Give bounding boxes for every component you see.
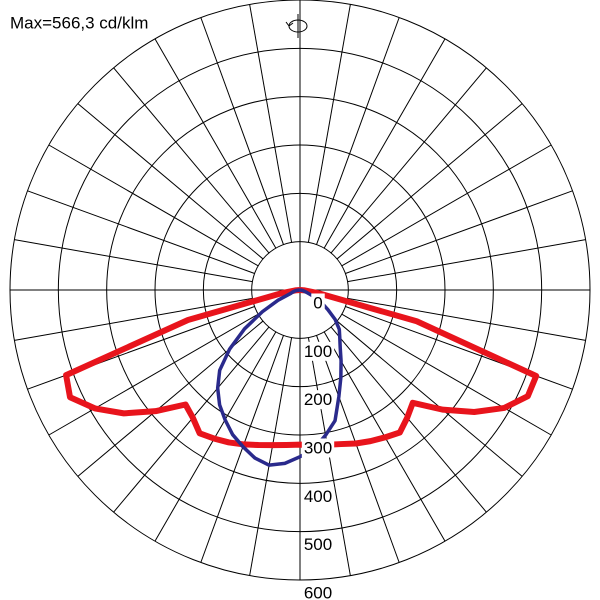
- rotation-icon: [285, 14, 308, 38]
- radial-line: [316, 17, 400, 245]
- radial-line: [249, 337, 293, 576]
- grid-circle: [57, 47, 543, 533]
- radial-line: [347, 297, 586, 341]
- radial-line: [323, 38, 446, 249]
- chart-title: Max=566,3 cd/klm: [10, 13, 148, 32]
- grid-circle: [9, 0, 591, 581]
- label-bg: [301, 583, 335, 600]
- radial-line: [249, 4, 293, 243]
- label-bg: [301, 486, 335, 506]
- r-tick-label: 500: [304, 535, 332, 554]
- label-bg: [311, 293, 325, 313]
- radial-line: [336, 103, 523, 260]
- radial-line: [154, 38, 277, 249]
- curves: [63, 287, 540, 467]
- r-tick-label: 300: [304, 438, 332, 457]
- radial-line: [27, 190, 255, 274]
- radial-line: [307, 4, 351, 243]
- radial-line: [77, 103, 264, 260]
- grid-circle: [202, 192, 398, 388]
- labels: 0 100 200 300 400 500 600: [301, 293, 335, 600]
- radial-line: [316, 335, 400, 563]
- radial-line: [345, 190, 573, 274]
- radial-line: [336, 320, 523, 477]
- r-tick-label: 200: [304, 390, 332, 409]
- radial-line: [48, 144, 259, 267]
- radial-line: [113, 67, 270, 254]
- grid-circle: [251, 241, 349, 339]
- label-bg: [301, 390, 335, 410]
- label-bg: [301, 535, 335, 555]
- radial-line: [200, 335, 284, 563]
- radial-line: [14, 239, 253, 283]
- grid: [9, 0, 591, 581]
- grid-circle: [106, 96, 494, 484]
- radial-line: [341, 313, 552, 436]
- radial-line: [341, 144, 552, 267]
- r-tick-label: 600: [304, 583, 332, 600]
- label-bg: [301, 438, 335, 458]
- radial-line: [347, 239, 586, 283]
- r-tick-label: 100: [304, 342, 332, 361]
- radial-line: [14, 297, 253, 341]
- grid-circle: [154, 144, 446, 436]
- radial-line: [48, 313, 259, 436]
- r-tick-label: 0: [313, 293, 322, 312]
- r-tick-label: 400: [304, 487, 332, 506]
- radial-line: [330, 67, 487, 254]
- radial-line: [200, 17, 284, 245]
- label-bg: [301, 341, 335, 361]
- curve: [63, 287, 540, 449]
